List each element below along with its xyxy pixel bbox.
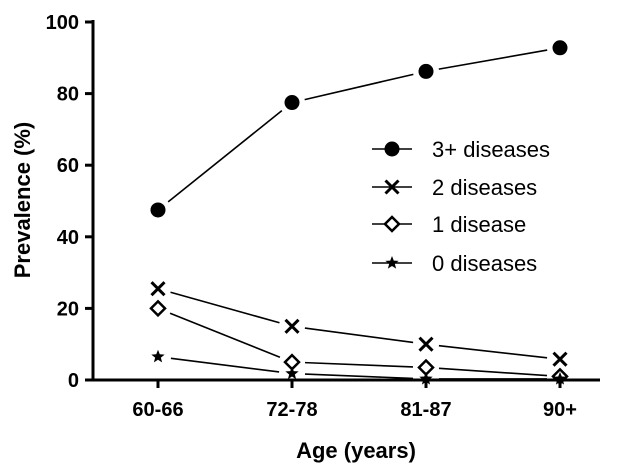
data-point-star — [553, 371, 567, 385]
series-line-segment — [304, 373, 414, 380]
data-point-circle — [150, 202, 166, 218]
data-point-circle — [284, 95, 300, 111]
x-tick-label: 81-87 — [400, 399, 451, 421]
legend-marker-diamond — [383, 215, 401, 233]
legend-marker-x — [384, 179, 400, 195]
y-tick-label: 0 — [68, 370, 79, 392]
y-tick-label: 100 — [46, 12, 79, 34]
series-line-segment — [438, 367, 548, 377]
legend-label: 1 disease — [432, 212, 526, 237]
series-line-segment — [438, 49, 548, 70]
data-point-x — [150, 281, 166, 297]
series-line-segment — [304, 327, 414, 344]
series-3-diseases — [150, 40, 568, 218]
series-layer — [149, 40, 569, 386]
legend-item: 0 diseases — [372, 251, 537, 276]
y-tick-label: 40 — [57, 227, 79, 249]
series-2-diseases — [150, 281, 568, 367]
legend-label: 0 diseases — [432, 251, 537, 276]
data-point-x — [552, 351, 568, 367]
series-0-diseases — [151, 349, 567, 385]
legend-marker-star — [385, 256, 399, 269]
data-point-circle — [552, 40, 568, 56]
y-tick-label: 20 — [57, 298, 79, 320]
legend-label: 3+ diseases — [432, 137, 550, 162]
series-line-segment — [304, 361, 414, 368]
y-tick-label: 80 — [57, 84, 79, 106]
series-line-segment — [304, 73, 414, 101]
y-axis-title: Prevalence (%) — [10, 122, 35, 279]
series-line-segment — [167, 110, 283, 203]
legend-item: 1 disease — [372, 212, 526, 237]
series-line-segment — [169, 312, 281, 359]
series-line-segment — [170, 357, 280, 373]
series-line-segment — [170, 291, 280, 324]
legend-item: 3+ diseases — [372, 137, 550, 162]
legend-marker-circle — [384, 141, 400, 157]
x-axis-title: Age (years) — [296, 438, 416, 463]
legend: 3+ diseases 2 diseases 1 disease 0 diseases — [372, 137, 550, 276]
x-tick-label: 72-78 — [266, 399, 317, 421]
x-tick-label: 60-66 — [132, 399, 183, 421]
data-point-circle — [418, 63, 434, 79]
series-line-segment — [438, 344, 548, 359]
legend-label: 2 diseases — [432, 175, 537, 200]
legend-item: 2 diseases — [372, 175, 537, 200]
data-point-star — [285, 366, 299, 380]
data-point-star — [419, 371, 433, 385]
y-tick-label: 60 — [57, 155, 79, 177]
data-point-diamond — [149, 299, 167, 318]
series-1-disease — [149, 299, 569, 386]
data-point-x — [418, 336, 434, 352]
data-point-star — [151, 349, 165, 363]
data-point-x — [284, 318, 300, 334]
x-tick-label: 90+ — [543, 399, 577, 421]
axes: 0 20 40 60 80 100 60-66 72-78 81-87 90+ — [46, 12, 600, 421]
